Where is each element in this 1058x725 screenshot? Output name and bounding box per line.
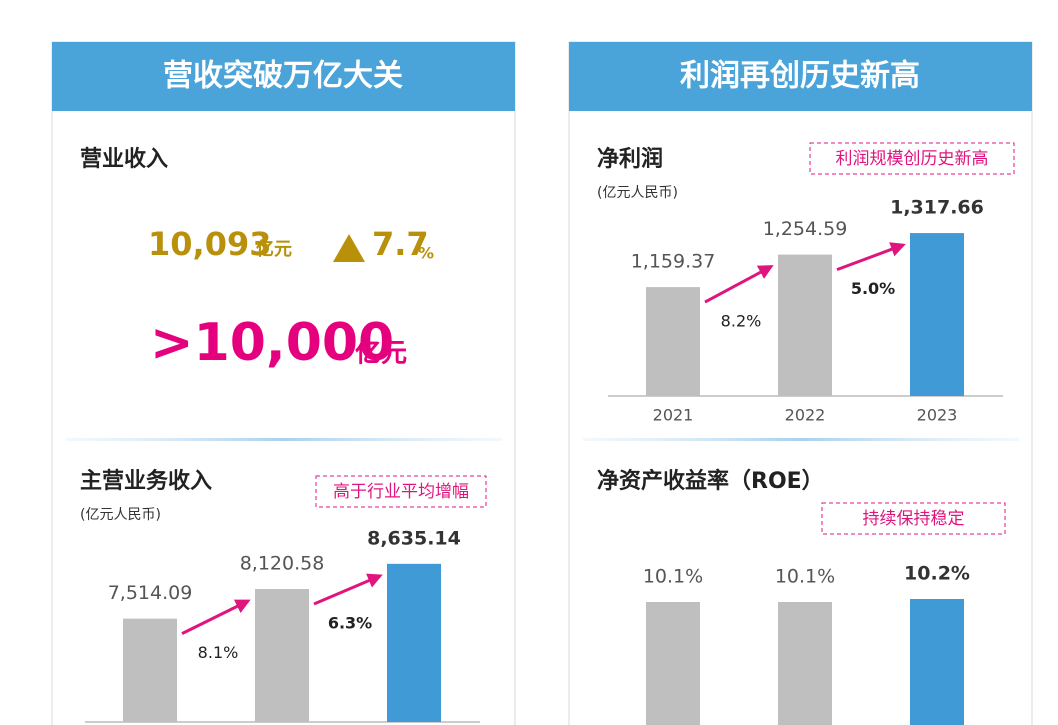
value-label: 1,317.66	[890, 197, 984, 219]
chart-title: 净资产收益率（ROE）	[597, 468, 824, 494]
chart-unit: (亿元人民币)	[80, 507, 161, 523]
growth-arrow	[704, 265, 774, 304]
panel-title: 利润再创历史新高	[680, 59, 920, 94]
value-label: 10.2%	[904, 563, 970, 585]
panel-title: 营收突破万亿大关	[163, 59, 403, 94]
bar	[255, 588, 309, 722]
panel-header	[52, 42, 515, 111]
milestone-unit: 亿元	[355, 339, 407, 369]
growth-label: 6.3%	[328, 613, 372, 632]
tag-box	[315, 475, 487, 508]
growth-arrow	[313, 573, 383, 606]
growth-value: 7.7	[372, 225, 429, 263]
bar	[123, 618, 177, 722]
tag-box	[809, 142, 1015, 175]
growth-arrow	[836, 242, 906, 272]
divider	[66, 438, 502, 441]
value-label: 1,254.59	[763, 218, 848, 240]
bar	[387, 563, 441, 722]
bar	[646, 602, 700, 725]
chart-unit: (亿元人民币)	[597, 185, 678, 201]
section-title: 营业收入	[80, 146, 168, 172]
growth-unit: %	[418, 244, 434, 263]
chart-title: 主营业务收入	[80, 468, 212, 494]
value-label: 1,159.37	[631, 251, 716, 273]
divider	[583, 438, 1019, 441]
value-label: 8,635.14	[367, 527, 461, 549]
milestone-value: >10,000	[150, 313, 394, 373]
up-icon	[333, 234, 365, 262]
bar	[646, 287, 700, 396]
bar	[778, 602, 832, 725]
growth-label: 8.1%	[198, 643, 239, 662]
tag-text: 高于行业平均增幅	[333, 482, 469, 502]
bar	[910, 599, 964, 725]
bar	[778, 254, 832, 396]
revenue-value: 10,093	[148, 225, 271, 263]
panel-header	[569, 42, 1032, 111]
growth-label: 5.0%	[851, 279, 895, 298]
revenue-unit: 亿元	[256, 238, 292, 260]
category-label: 2022	[785, 406, 826, 425]
value-label: 7,514.09	[108, 582, 193, 604]
value-label: 8,120.58	[240, 552, 325, 574]
growth-label: 8.2%	[721, 312, 762, 331]
chart-title: 净利润	[597, 146, 663, 172]
tag-text: 持续保持稳定	[863, 509, 965, 529]
tag-text: 利润规模创历史新高	[836, 149, 989, 169]
value-label: 10.1%	[775, 566, 835, 588]
bar	[910, 233, 964, 396]
tag-box	[821, 502, 1006, 535]
growth-arrow	[181, 599, 251, 635]
category-label: 2023	[917, 406, 958, 425]
category-label: 2021	[653, 406, 694, 425]
value-label: 10.1%	[643, 566, 703, 588]
